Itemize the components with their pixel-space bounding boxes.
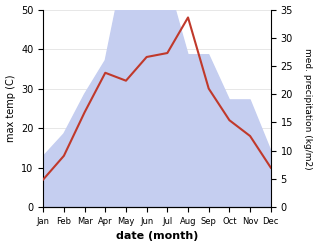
Y-axis label: max temp (C): max temp (C) — [5, 75, 16, 142]
X-axis label: date (month): date (month) — [116, 231, 198, 242]
Y-axis label: med. precipitation (kg/m2): med. precipitation (kg/m2) — [303, 48, 313, 169]
